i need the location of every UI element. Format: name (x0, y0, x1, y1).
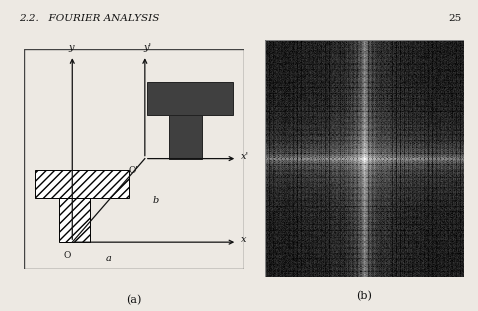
Text: 25: 25 (448, 14, 461, 23)
Text: y: y (68, 43, 74, 52)
Bar (169, 115, 202, 159)
Text: 2.2.   FOURIER ANALYSIS: 2.2. FOURIER ANALYSIS (19, 14, 160, 23)
Text: (b): (b) (357, 291, 372, 301)
Bar (147, 82, 233, 115)
Text: O: O (63, 251, 70, 260)
Text: O': O' (129, 166, 139, 175)
Bar (35, 169, 130, 198)
Text: y': y' (143, 43, 151, 52)
Text: x: x (240, 235, 246, 244)
Text: a: a (106, 254, 111, 263)
Text: b: b (152, 196, 159, 205)
Text: x': x' (240, 152, 249, 161)
Text: (a): (a) (126, 295, 141, 305)
Bar (59, 198, 90, 242)
